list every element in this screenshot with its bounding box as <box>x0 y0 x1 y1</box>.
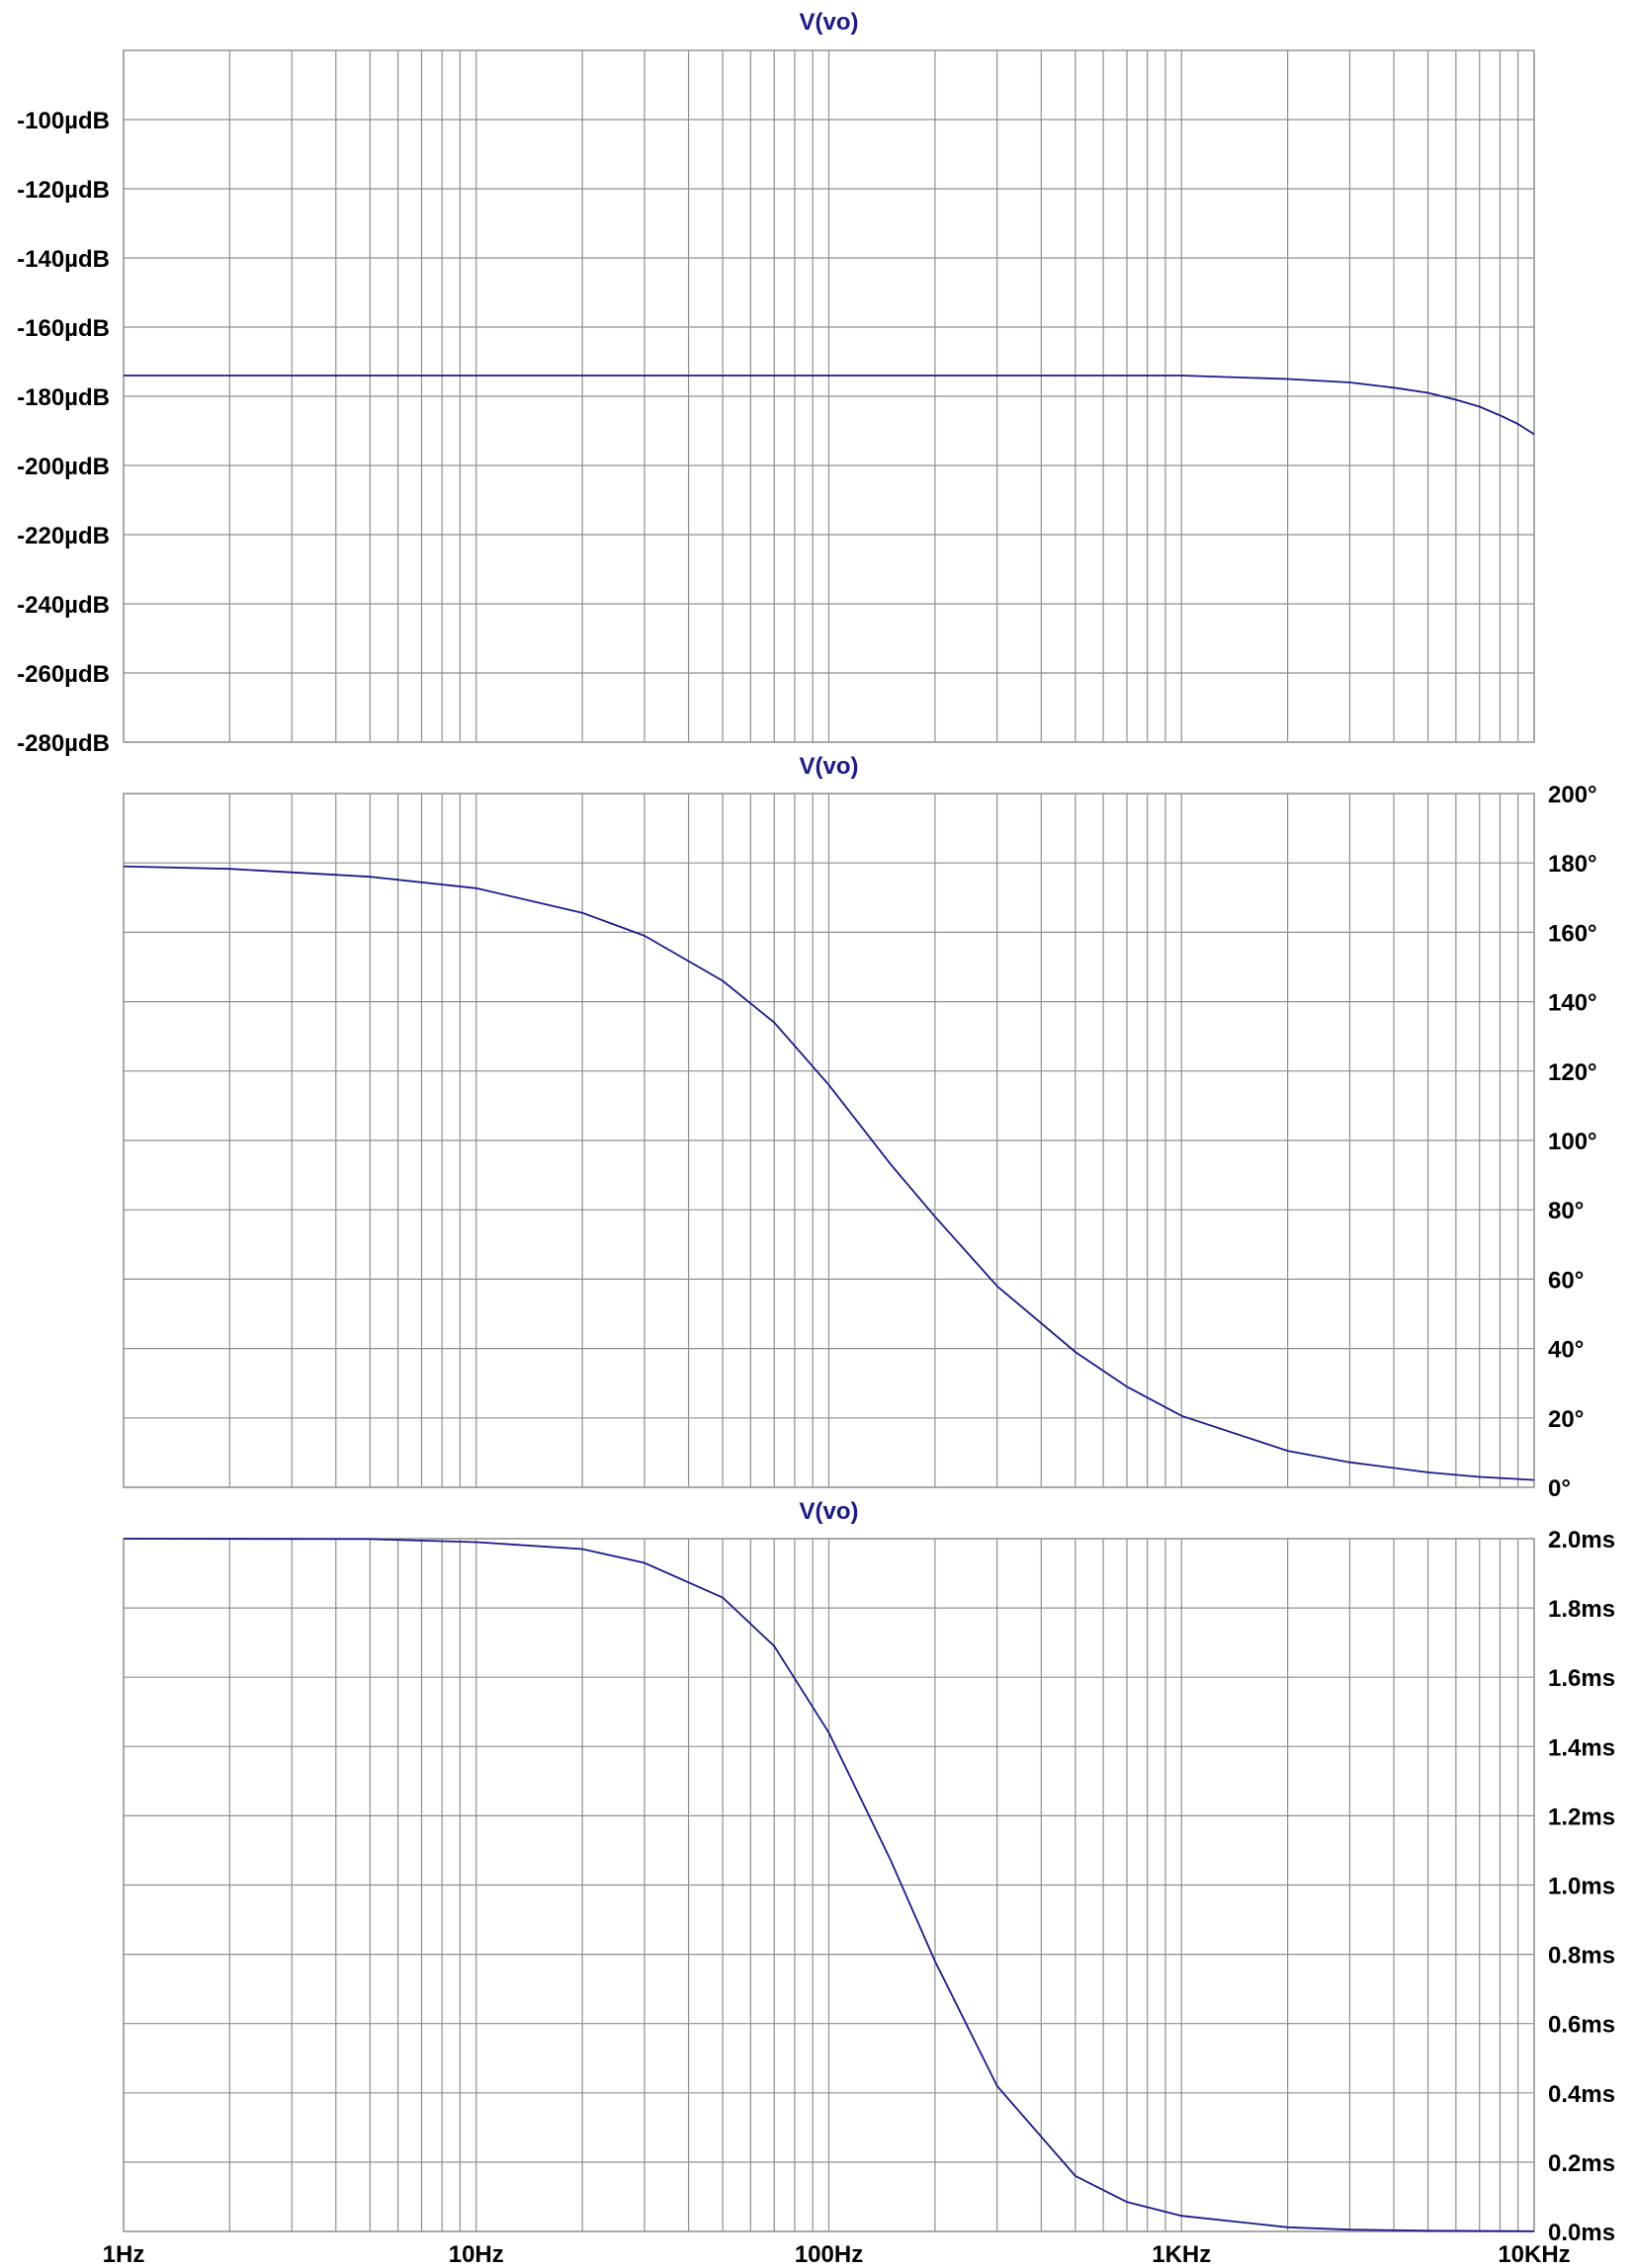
y-tick-label: -160µdB <box>17 315 110 342</box>
y-tick-label: -200µdB <box>17 454 110 480</box>
y-tick-label: -140µdB <box>17 246 110 273</box>
plot-frame <box>123 1538 1535 2232</box>
x-tick-label: 10Hz <box>449 2241 504 2268</box>
y-tick-label: 100° <box>1548 1129 1597 1155</box>
y-tick-label: 60° <box>1548 1267 1584 1294</box>
chart-panel-2: 200° 180° 160° 140° 120° 100° 80° 60° 40° 20° 0° V(… <box>123 753 1597 1502</box>
chart-panel-3: 2.0ms 1.8ms 1.6ms 1.4ms 1.2ms 1.0ms 0.8ms 0.6ms… <box>123 1498 1615 2246</box>
chart-title: V(vo) <box>800 1498 859 1525</box>
x-tick-label: 1Hz <box>103 2241 145 2268</box>
y-tick-label: -280µdB <box>17 730 110 757</box>
chart-title: V(vo) <box>800 753 859 780</box>
chart-panel-1: -100µdB -120µdB -140µdB -160µdB -180µdB -200µ… <box>17 9 1535 757</box>
y-tick-label: -240µdB <box>17 592 110 619</box>
y-tick-label: 1.4ms <box>1548 1734 1615 1761</box>
y-tick-label: 140° <box>1548 990 1597 1017</box>
y-tick-label: -260µdB <box>17 661 110 688</box>
x-tick-label: 10KHz <box>1498 2241 1570 2268</box>
y-tick-label: 0.8ms <box>1548 1943 1615 1970</box>
y-tick-label: 180° <box>1548 851 1597 878</box>
y-tick-label: 1.0ms <box>1548 1874 1615 1900</box>
plot-frame <box>123 793 1535 1488</box>
y-tick-label: -180µdB <box>17 384 110 411</box>
y-tick-label: 0.2ms <box>1548 2150 1615 2177</box>
y-tick-label: 0.4ms <box>1548 2081 1615 2108</box>
y-tick-label: 160° <box>1548 920 1597 947</box>
y-tick-label: 2.0ms <box>1548 1527 1615 1554</box>
x-tick-label: 1KHz <box>1152 2241 1211 2268</box>
y-tick-label: 120° <box>1548 1059 1597 1086</box>
y-tick-label: 20° <box>1548 1406 1584 1433</box>
y-tick-label: -100µdB <box>17 108 110 134</box>
y-tick-label: 1.8ms <box>1548 1596 1615 1623</box>
plot-frame <box>123 49 1535 743</box>
series-line-1 <box>123 1538 1535 2232</box>
y-tick-label: 0.0ms <box>1548 2220 1615 2246</box>
y-tick-label: 0.6ms <box>1548 2012 1615 2039</box>
y-tick-label: 1.2ms <box>1548 1804 1615 1830</box>
y-tick-label: -220µdB <box>17 523 110 549</box>
y-tick-label: 200° <box>1548 782 1597 808</box>
y-tick-label: 80° <box>1548 1198 1584 1224</box>
y-tick-label: 0° <box>1548 1475 1571 1502</box>
x-tick-label: 100Hz <box>795 2241 863 2268</box>
chart-title: V(vo) <box>800 9 859 36</box>
y-tick-label: -120µdB <box>17 177 110 204</box>
series-line-1 <box>124 375 1535 436</box>
y-tick-label: 1.6ms <box>1548 1665 1615 1692</box>
y-tick-label: 40° <box>1548 1337 1584 1364</box>
series-line-1 <box>123 865 1535 1481</box>
